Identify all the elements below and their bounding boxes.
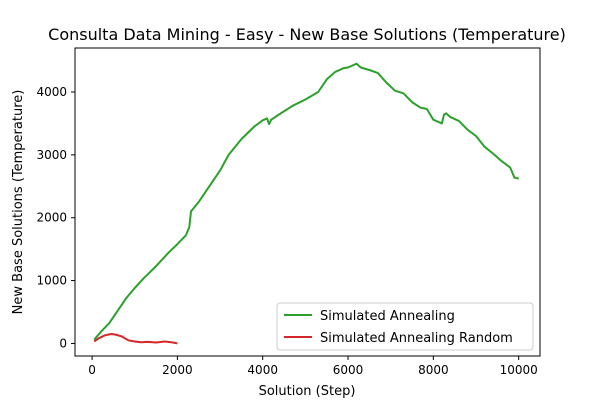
y-tick-label: 4000: [36, 85, 67, 99]
series-line-simulated-annealing-random: [93, 333, 178, 345]
y-axis-label: New Base Solutions (Temperature): [11, 90, 26, 315]
legend-box: [276, 302, 534, 351]
y-tick-label: 0: [59, 336, 67, 350]
x-tick-label: 6000: [333, 363, 364, 377]
series-line-simulated-annealing: [93, 62, 519, 341]
x-axis-label: Solution (Step): [259, 384, 356, 399]
x-tick-label: 4000: [247, 363, 278, 377]
chart-title: Consulta Data Mining - Easy - New Base S…: [48, 25, 566, 44]
series-layer: [93, 62, 519, 345]
y-tick-label: 3000: [36, 148, 67, 162]
legend-label-simulated-annealing: Simulated Annealing: [320, 309, 455, 324]
x-tick-label: 0: [88, 363, 96, 377]
x-tick-label: 10000: [500, 363, 538, 377]
x-tick-label: 8000: [418, 363, 449, 377]
y-tick-label: 2000: [36, 211, 67, 225]
y-tick-label: 1000: [36, 274, 67, 288]
legend: Simulated Annealing Simulated Annealing …: [276, 302, 534, 351]
x-tick-label: 2000: [162, 363, 193, 377]
ticks-layer: 0 2000 4000 6000 8000 10000 0 1000 2000 3000 4000: [36, 85, 537, 377]
legend-label-simulated-annealing-random: Simulated Annealing Random: [320, 331, 513, 346]
plot-frame: [74, 47, 541, 357]
